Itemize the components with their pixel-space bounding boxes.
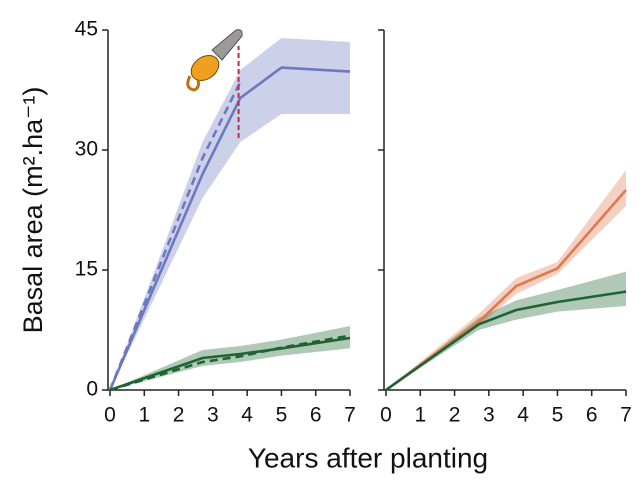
x-tick-label: 5 <box>276 404 288 427</box>
x-axis-label: Years after planting <box>248 442 488 473</box>
x-tick-label: 3 <box>483 404 495 427</box>
y-tick-label: 15 <box>75 258 98 281</box>
x-tick-label: 6 <box>586 404 598 427</box>
x-tick-label: 7 <box>344 404 356 427</box>
x-tick-label: 3 <box>207 404 219 427</box>
x-tick-label: 4 <box>517 404 529 427</box>
x-tick-label: 2 <box>173 404 185 427</box>
x-tick-label: 5 <box>552 404 564 427</box>
chart: Basal area (m².ha⁻¹) Years after plantin… <box>0 0 644 479</box>
x-tick-label: 7 <box>620 404 632 427</box>
x-tick-label: 2 <box>449 404 461 427</box>
x-tick-label: 1 <box>138 404 150 427</box>
y-axis-label: Basal area (m².ha⁻¹) <box>18 87 48 334</box>
x-tick-label: 4 <box>241 404 253 427</box>
y-tick-label: 30 <box>75 138 98 161</box>
x-tick-label: 0 <box>104 404 116 427</box>
chainsaw-icon <box>186 30 242 90</box>
x-tick-label: 0 <box>380 404 392 427</box>
y-tick-label: 0 <box>86 378 98 401</box>
x-tick-label: 1 <box>414 404 426 427</box>
y-tick-label: 45 <box>75 18 98 41</box>
confidence-band <box>386 170 626 390</box>
x-tick-label: 6 <box>310 404 322 427</box>
